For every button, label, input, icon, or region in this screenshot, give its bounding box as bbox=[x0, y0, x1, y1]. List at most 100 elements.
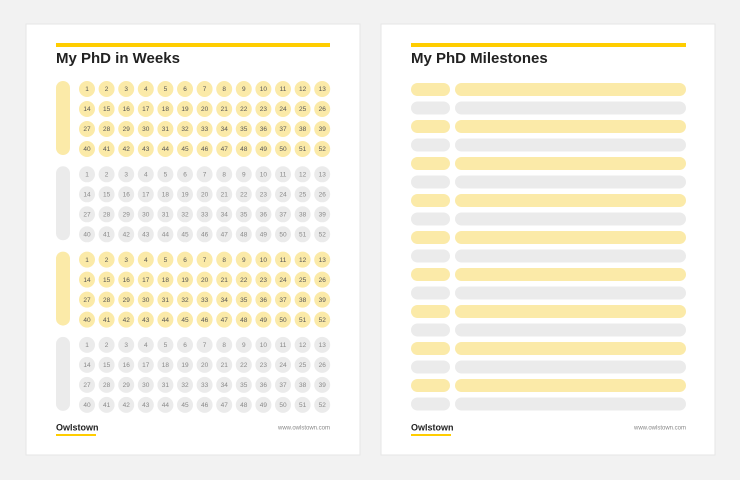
milestone-field bbox=[455, 101, 686, 115]
week-dot bbox=[216, 166, 233, 183]
week-dot bbox=[157, 206, 174, 223]
date-field bbox=[411, 157, 450, 170]
week-dot bbox=[235, 121, 252, 137]
week-number: 40 bbox=[83, 317, 91, 324]
week-number: 23 bbox=[260, 106, 268, 113]
week-dot bbox=[235, 271, 252, 288]
week-number: 20 bbox=[201, 277, 209, 284]
week-number: 35 bbox=[240, 126, 248, 133]
week-dot bbox=[196, 101, 213, 117]
milestone-field bbox=[455, 268, 686, 281]
week-dot bbox=[157, 271, 174, 288]
week-number: 45 bbox=[181, 146, 189, 153]
week-number: 27 bbox=[83, 382, 91, 389]
week-dot bbox=[79, 141, 95, 157]
week-dot bbox=[118, 226, 135, 243]
week-dot bbox=[235, 186, 252, 203]
week-dot bbox=[255, 101, 272, 117]
week-dot bbox=[294, 226, 311, 243]
week-number: 25 bbox=[299, 277, 307, 284]
week-dot bbox=[157, 336, 174, 353]
date-field bbox=[411, 360, 450, 374]
week-dot bbox=[118, 336, 135, 353]
week-dot bbox=[98, 186, 115, 203]
week-dot bbox=[157, 291, 174, 308]
week-number: 17 bbox=[142, 106, 150, 113]
week-dot bbox=[275, 166, 291, 183]
week-dot bbox=[157, 121, 174, 137]
week-number: 16 bbox=[123, 106, 131, 113]
week-dot bbox=[255, 166, 272, 183]
week-number: 47 bbox=[221, 232, 229, 239]
week-number: 3 bbox=[124, 86, 128, 93]
week-number: 26 bbox=[319, 277, 327, 284]
week-number: 2 bbox=[105, 172, 109, 179]
week-number: 14 bbox=[83, 362, 91, 369]
week-dot bbox=[157, 141, 174, 157]
week-number: 3 bbox=[124, 257, 128, 264]
week-number: 8 bbox=[222, 257, 226, 264]
date-field bbox=[411, 138, 450, 152]
week-dot bbox=[98, 311, 115, 328]
week-dot bbox=[275, 226, 291, 243]
week-dot bbox=[216, 336, 233, 353]
week-number: 47 bbox=[221, 146, 229, 153]
week-number: 46 bbox=[201, 317, 209, 324]
week-number: 5 bbox=[164, 342, 168, 349]
date-field bbox=[411, 101, 450, 115]
week-number: 2 bbox=[105, 342, 109, 349]
week-number: 9 bbox=[242, 172, 246, 179]
week-dot bbox=[79, 121, 95, 137]
week-number: 38 bbox=[299, 212, 307, 219]
week-number: 11 bbox=[280, 342, 287, 349]
week-dot bbox=[255, 251, 272, 268]
week-number: 29 bbox=[123, 382, 131, 389]
week-dot bbox=[137, 101, 154, 117]
week-number: 34 bbox=[221, 126, 229, 133]
week-dot bbox=[275, 291, 291, 308]
week-dot bbox=[79, 396, 95, 413]
week-number: 2 bbox=[105, 257, 109, 264]
week-dot bbox=[294, 166, 311, 183]
milestone-field bbox=[455, 83, 686, 96]
date-field bbox=[411, 175, 450, 189]
week-dot bbox=[216, 311, 233, 328]
week-dot bbox=[314, 336, 331, 353]
week-number: 4 bbox=[144, 86, 148, 93]
week-number: 50 bbox=[279, 146, 287, 153]
milestone-field bbox=[455, 305, 686, 318]
week-number: 20 bbox=[201, 362, 209, 369]
week-dot bbox=[314, 81, 331, 97]
week-dot bbox=[98, 206, 115, 223]
week-number: 8 bbox=[222, 342, 226, 349]
week-number: 41 bbox=[103, 232, 111, 239]
week-number: 15 bbox=[103, 362, 111, 369]
week-number: 2 bbox=[105, 86, 109, 93]
week-number: 23 bbox=[260, 362, 268, 369]
week-dot bbox=[196, 251, 213, 268]
week-dot bbox=[216, 206, 233, 223]
week-number: 35 bbox=[240, 297, 248, 304]
milestone-field bbox=[455, 323, 686, 337]
week-number: 43 bbox=[142, 232, 150, 239]
header-bar bbox=[411, 43, 686, 47]
week-dot bbox=[137, 271, 154, 288]
week-number: 29 bbox=[123, 212, 131, 219]
week-dot bbox=[314, 166, 331, 183]
week-dot bbox=[294, 101, 311, 117]
week-dot bbox=[137, 376, 154, 393]
week-dot bbox=[137, 81, 154, 97]
week-number: 28 bbox=[103, 297, 111, 304]
week-dot bbox=[314, 206, 331, 223]
week-number: 15 bbox=[103, 192, 111, 199]
brand-underline bbox=[411, 434, 451, 436]
week-number: 21 bbox=[221, 192, 229, 199]
week-number: 37 bbox=[279, 212, 287, 219]
week-number: 19 bbox=[181, 277, 189, 284]
week-number: 46 bbox=[201, 146, 209, 153]
week-number: 25 bbox=[299, 106, 307, 113]
week-dot bbox=[98, 226, 115, 243]
week-dot bbox=[98, 166, 115, 183]
